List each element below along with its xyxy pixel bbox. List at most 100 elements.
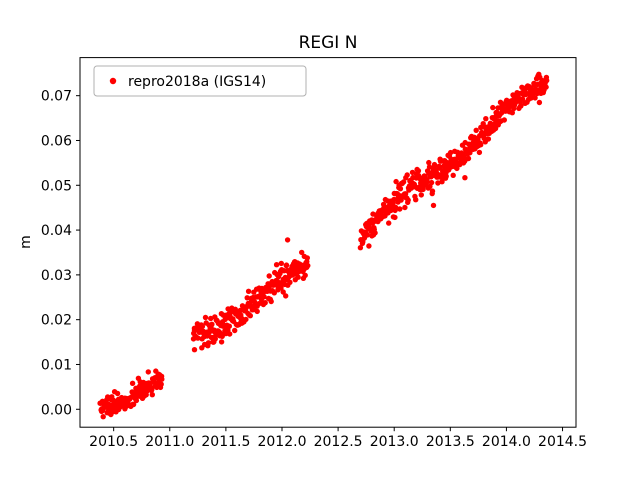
x-tick-label: 2013.0 xyxy=(370,434,419,450)
scatter-point xyxy=(418,192,424,198)
scatter-point xyxy=(199,323,206,330)
scatter-point xyxy=(218,339,225,345)
scatter-point xyxy=(149,392,155,398)
scatter-point xyxy=(202,314,209,321)
scatter-point xyxy=(372,230,378,236)
scatter-point xyxy=(447,149,454,156)
axis-ticks: 2010.5 2011.0 2011.5 2012.0 2012.5 2013.0 2013… xyxy=(41,89,587,451)
scatter-point xyxy=(278,260,284,267)
scatter-point xyxy=(357,245,364,251)
y-tick-label: 0.00 xyxy=(41,402,72,418)
scatter-point xyxy=(213,332,219,338)
scatter-point xyxy=(443,173,449,179)
scatter-point xyxy=(149,386,155,393)
x-tick-label: 2012.0 xyxy=(257,434,306,450)
scatter-point xyxy=(428,179,435,186)
scatter-point xyxy=(426,159,432,166)
scatter-point xyxy=(544,77,550,84)
scatter-point xyxy=(393,178,399,185)
scatter-point xyxy=(232,327,238,334)
scatter-point xyxy=(114,390,121,397)
scatter-point xyxy=(130,401,137,408)
scatter-point xyxy=(129,380,136,386)
x-tick-label: 2011.5 xyxy=(201,434,250,450)
y-tick-label: 0.07 xyxy=(41,89,72,105)
scatter-point xyxy=(532,95,538,101)
scatter-point xyxy=(304,255,310,261)
scatter-point xyxy=(205,340,212,346)
scatter-point xyxy=(543,84,549,90)
scatter-point xyxy=(483,116,489,122)
y-tick-label: 0.06 xyxy=(41,133,72,149)
scatter-point xyxy=(243,316,249,323)
scatter-point xyxy=(462,175,468,181)
scatter-point xyxy=(485,136,492,142)
x-tick-label: 2012.5 xyxy=(314,434,363,450)
scatter-point xyxy=(245,288,252,294)
scatter-point xyxy=(247,313,253,319)
scatter-point xyxy=(295,274,301,280)
scatter-point xyxy=(392,214,398,221)
scatter-point xyxy=(226,323,232,329)
scatter-point xyxy=(426,164,433,170)
y-tick-label: 0.02 xyxy=(41,313,72,329)
scatter-point xyxy=(268,298,274,305)
scatter-point xyxy=(191,347,198,353)
scatter-point xyxy=(254,308,260,315)
scatter-point xyxy=(509,110,515,116)
scatter-point xyxy=(145,369,151,375)
scatter-point xyxy=(518,103,524,109)
scatter-point xyxy=(386,220,392,226)
scatter-point xyxy=(430,202,437,209)
scatter-point xyxy=(366,243,372,249)
legend-label: repro2018a (IGS14) xyxy=(128,74,266,90)
scatter-point xyxy=(266,273,272,279)
scatter-point xyxy=(283,293,289,299)
x-tick-label: 2013.5 xyxy=(426,434,475,450)
legend: repro2018a (IGS14) xyxy=(93,65,307,97)
scatter-point xyxy=(159,376,165,382)
scatter-point xyxy=(454,165,460,172)
scatter-point xyxy=(158,381,164,387)
scatter-point xyxy=(402,204,408,211)
scatter-point xyxy=(487,120,493,127)
scatter-point xyxy=(397,206,403,212)
legend-marker-icon xyxy=(109,77,117,85)
scatter-point xyxy=(405,197,411,203)
scatter-point xyxy=(299,249,305,256)
scatter-point xyxy=(404,172,410,178)
y-tick-label: 0.01 xyxy=(41,357,72,373)
scatter-point xyxy=(435,180,441,186)
scatter-point xyxy=(273,262,280,268)
scatter-point xyxy=(271,290,277,296)
scatter-point xyxy=(133,397,140,404)
scatter-point xyxy=(393,204,399,211)
scatter-point xyxy=(492,125,499,132)
scatter-point xyxy=(364,232,370,238)
scatter-series xyxy=(97,71,550,420)
scatter-point xyxy=(478,142,484,148)
scatter-point xyxy=(519,96,526,102)
scatter-point xyxy=(450,172,456,178)
axes-frame xyxy=(79,57,577,428)
scatter-point xyxy=(415,168,422,174)
scatter-point xyxy=(397,186,404,192)
scatter-point xyxy=(400,179,407,185)
scatter-point xyxy=(490,104,496,111)
scatter-point xyxy=(536,99,543,106)
scatter-point xyxy=(283,262,290,268)
scatter-point xyxy=(100,414,106,420)
chart-title: REGI N xyxy=(299,33,358,53)
scatter-point xyxy=(501,117,507,123)
scatter-point xyxy=(280,289,286,295)
x-tick-label: 2010.5 xyxy=(89,434,138,450)
scatter-point xyxy=(287,279,293,285)
scatter-point xyxy=(227,331,233,337)
y-tick-label: 0.04 xyxy=(41,223,72,239)
scatter-point xyxy=(262,300,268,306)
scatter-point xyxy=(302,272,308,278)
scatter-point xyxy=(195,335,201,341)
y-tick-label: 0.03 xyxy=(41,268,72,284)
